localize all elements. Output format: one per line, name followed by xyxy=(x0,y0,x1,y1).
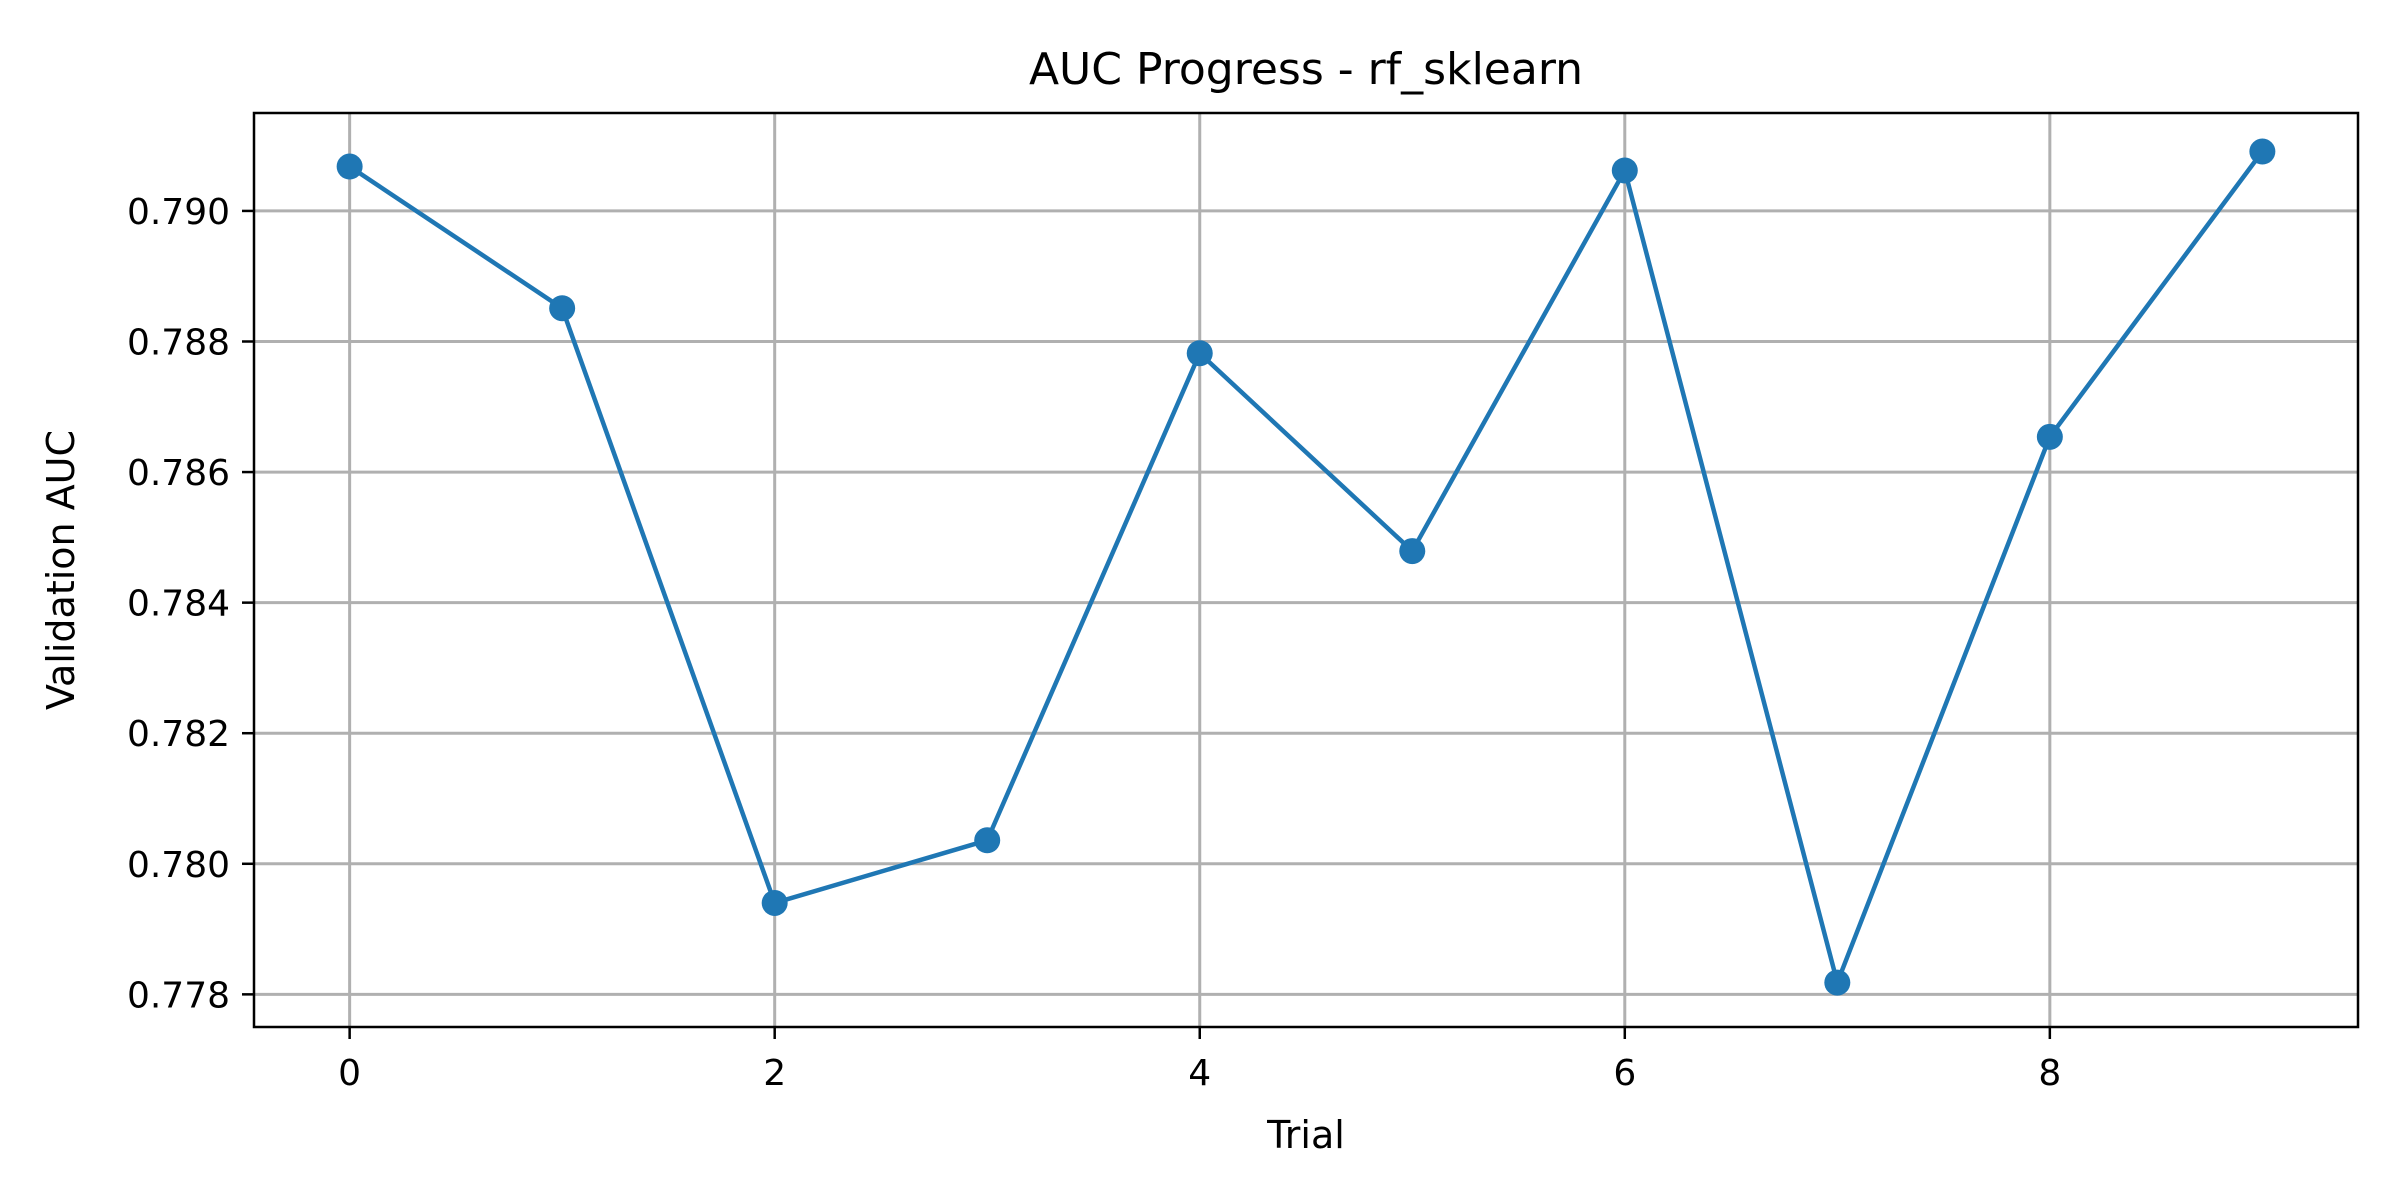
data-point xyxy=(1399,538,1426,565)
data-point xyxy=(1611,157,1638,184)
y-tick-label: 0.788 xyxy=(127,323,230,364)
y-tick-label: 0.780 xyxy=(127,845,230,886)
x-tick-label: 8 xyxy=(2038,1053,2061,1094)
data-point xyxy=(549,295,576,322)
data-point xyxy=(2036,423,2063,450)
y-tick-label: 0.782 xyxy=(127,714,230,755)
data-point xyxy=(2249,138,2276,165)
x-tick-label: 4 xyxy=(1188,1053,1211,1094)
x-tick-label: 0 xyxy=(338,1053,361,1094)
y-tick-label: 0.786 xyxy=(127,453,230,494)
x-tick-label: 6 xyxy=(1613,1053,1636,1094)
data-point xyxy=(974,827,1001,854)
y-axis-label: Validation AUC xyxy=(39,430,83,710)
data-point xyxy=(761,889,788,916)
y-tick-label: 0.784 xyxy=(127,584,230,625)
axis-ticks: 0 2 4 6 8 0.778 0.780 0.782 0.784 0.786 0.788 0.790 xyxy=(127,192,2061,1094)
y-tick-label: 0.790 xyxy=(127,192,230,233)
y-tick-label: 0.778 xyxy=(127,975,230,1016)
data-point xyxy=(1186,340,1213,367)
grid xyxy=(254,113,2358,1027)
series-layer xyxy=(336,138,2276,996)
plot-frame xyxy=(252,111,2360,1029)
data-point xyxy=(336,153,363,180)
chart-title: AUC Progress - rf_sklearn xyxy=(1029,44,1583,95)
series-line xyxy=(348,150,2265,985)
x-axis-label: Trial xyxy=(1266,1113,1345,1157)
x-tick-label: 2 xyxy=(763,1053,786,1094)
data-point xyxy=(1824,969,1851,996)
